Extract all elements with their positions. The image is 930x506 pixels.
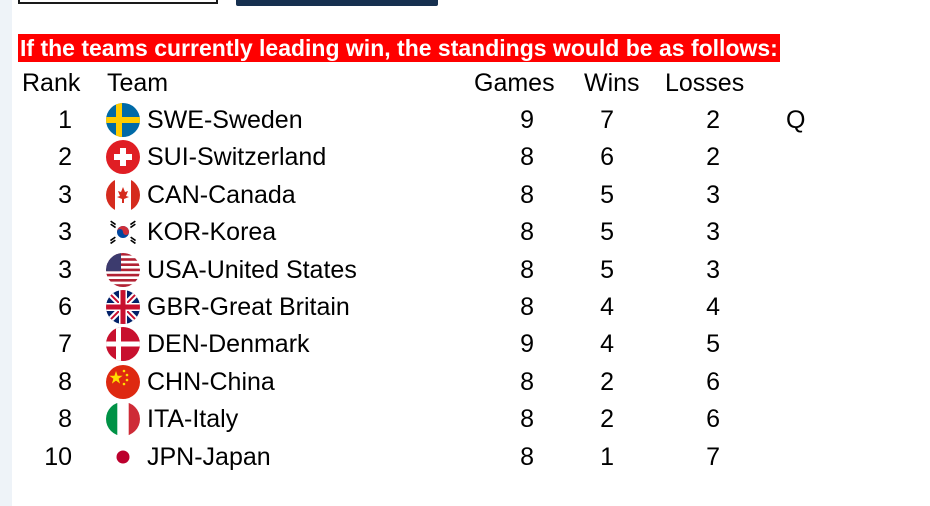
wins-cell: 4 xyxy=(600,293,614,321)
team-link[interactable]: KOR-Korea xyxy=(147,218,277,247)
games-cell: 8 xyxy=(520,442,534,471)
losses-cell: 3 xyxy=(706,180,720,209)
switzerland-flag-icon xyxy=(106,140,140,175)
team-link[interactable]: GBR-Great Britain xyxy=(147,293,350,321)
wins-cell: 2 xyxy=(600,405,614,434)
header-wins: Wins xyxy=(584,69,640,97)
wins-cell: 5 xyxy=(600,255,614,284)
qualification-status: Q xyxy=(786,106,806,134)
team-link[interactable]: JPN-Japan xyxy=(147,442,271,471)
losses-cell: 2 xyxy=(706,143,720,172)
sweden-flag-icon xyxy=(106,103,140,137)
rank-cell: 2 xyxy=(58,143,72,172)
losses-cell: 3 xyxy=(706,218,720,247)
header-team: Team xyxy=(107,69,169,97)
china-flag-icon xyxy=(106,364,140,399)
team-link[interactable]: ITA-Italy xyxy=(147,405,239,434)
header-losses: Losses xyxy=(665,69,745,97)
rank-cell: 1 xyxy=(58,106,72,134)
korea-flag-icon xyxy=(106,215,140,250)
losses-cell: 3 xyxy=(706,255,720,284)
wins-cell: 7 xyxy=(600,106,614,134)
rank-cell: 3 xyxy=(58,218,72,247)
team-link[interactable]: SUI-Switzerland xyxy=(147,143,327,172)
page-left-strip xyxy=(0,0,12,506)
team-link[interactable]: CHN-China xyxy=(147,367,275,396)
games-cell: 8 xyxy=(520,180,534,209)
japan-flag-icon xyxy=(106,439,140,474)
wins-cell: 5 xyxy=(600,180,614,209)
rank-cell: 8 xyxy=(58,405,72,434)
rank-cell: 3 xyxy=(58,255,72,284)
wins-cell: 4 xyxy=(600,330,614,359)
games-cell: 8 xyxy=(520,143,534,172)
games-cell: 8 xyxy=(520,367,534,396)
losses-cell: 2 xyxy=(706,106,720,134)
games-cell: 9 xyxy=(520,330,534,359)
games-cell: 8 xyxy=(520,255,534,284)
great-britain-flag-icon xyxy=(106,290,140,324)
rank-cell: 6 xyxy=(58,293,72,321)
losses-cell: 4 xyxy=(706,293,720,321)
header-rank: Rank xyxy=(22,69,81,97)
team-link[interactable]: CAN-Canada xyxy=(147,180,296,209)
games-cell: 9 xyxy=(520,106,534,134)
losses-cell: 5 xyxy=(706,330,720,359)
wins-cell: 5 xyxy=(600,218,614,247)
rank-cell: 7 xyxy=(58,330,72,359)
losses-cell: 6 xyxy=(706,405,720,434)
top-dark-button[interactable] xyxy=(236,0,438,6)
canada-flag-icon xyxy=(106,177,140,212)
games-cell: 8 xyxy=(520,218,534,247)
standings-banner: If the teams currently leading win, the … xyxy=(18,34,780,62)
losses-cell: 6 xyxy=(706,367,720,396)
italy-flag-icon xyxy=(106,402,140,437)
wins-cell: 2 xyxy=(600,367,614,396)
wins-cell: 1 xyxy=(600,442,614,471)
rank-cell: 10 xyxy=(44,442,72,471)
wins-cell: 6 xyxy=(600,143,614,172)
team-link[interactable]: DEN-Denmark xyxy=(147,330,310,359)
team-link[interactable]: USA-United States xyxy=(147,255,357,284)
denmark-flag-icon xyxy=(106,327,140,362)
header-games: Games xyxy=(474,69,555,97)
team-link[interactable]: SWE-Sweden xyxy=(147,106,303,134)
usa-flag-icon xyxy=(106,252,140,287)
top-left-button[interactable] xyxy=(18,0,218,4)
games-cell: 8 xyxy=(520,405,534,434)
games-cell: 8 xyxy=(520,293,534,321)
losses-cell: 7 xyxy=(706,442,720,471)
rank-cell: 8 xyxy=(58,367,72,396)
rank-cell: 3 xyxy=(58,180,72,209)
